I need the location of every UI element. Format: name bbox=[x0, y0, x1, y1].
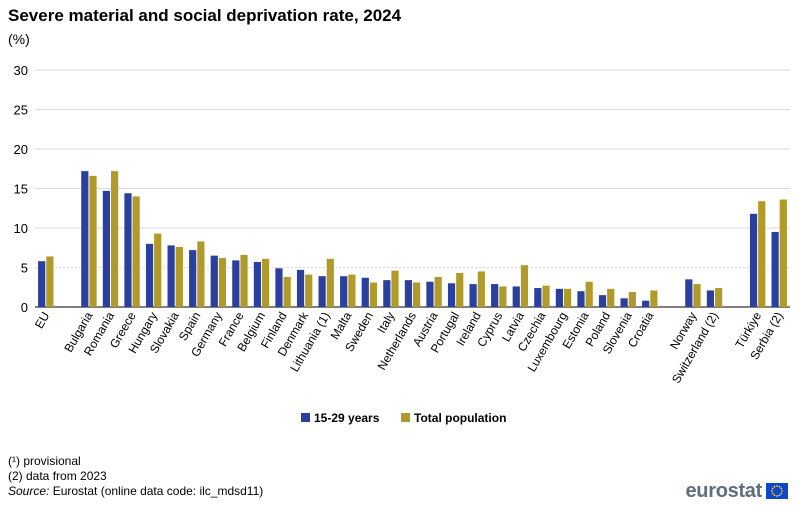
legend: 15-29 years Total population bbox=[301, 411, 506, 425]
bar-total-16[interactable] bbox=[413, 282, 421, 307]
bar-total-3[interactable] bbox=[132, 196, 140, 307]
bar-total-26[interactable] bbox=[628, 291, 636, 307]
bar-15-29-14[interactable] bbox=[361, 277, 369, 307]
bar-chart: 0 5 10 15 20 25 30 EU BulgariaRomaniaGreeceHung… bbox=[14, 63, 790, 425]
source-label: Source: bbox=[8, 484, 50, 498]
bar-15-29-26[interactable] bbox=[620, 298, 628, 307]
bar-15-29-2[interactable] bbox=[102, 190, 110, 307]
bar-15-29-6[interactable] bbox=[189, 250, 197, 307]
bar-total-11[interactable] bbox=[305, 274, 313, 307]
legend-label[interactable]: 15-29 years bbox=[314, 411, 380, 425]
bar-15-29-25[interactable] bbox=[598, 295, 607, 307]
bar-total-15[interactable] bbox=[391, 270, 399, 307]
bar-total-9[interactable] bbox=[262, 258, 270, 307]
bar-total-19[interactable] bbox=[477, 271, 485, 307]
source-text: Eurostat (online data code: ilc_mdsd11) bbox=[49, 484, 264, 498]
bar-15-29-15[interactable] bbox=[383, 280, 391, 307]
bar-15-29-10[interactable] bbox=[275, 268, 283, 307]
bar-15-29-22[interactable] bbox=[534, 288, 542, 307]
bar-total-4[interactable] bbox=[154, 233, 162, 307]
bar-total-21[interactable] bbox=[520, 265, 529, 307]
footnote-2023: (2) data from 2023 bbox=[8, 469, 107, 483]
bar-total-31[interactable] bbox=[779, 199, 787, 307]
x-tick-label: EU bbox=[32, 310, 52, 331]
bar-total-2[interactable] bbox=[111, 171, 119, 307]
y-tick-label: 30 bbox=[14, 63, 28, 78]
bar-15-29-28[interactable] bbox=[685, 279, 693, 307]
bar-total-8[interactable] bbox=[240, 254, 248, 307]
footnotes: (¹) provisional (2) data from 2023 Sourc… bbox=[8, 454, 263, 499]
bar-15-29-19[interactable] bbox=[469, 284, 477, 307]
bar-15-29-5[interactable] bbox=[167, 245, 175, 307]
bar-total-6[interactable] bbox=[197, 241, 205, 307]
bar-total-17[interactable] bbox=[434, 276, 442, 307]
bar-total-13[interactable] bbox=[348, 274, 356, 307]
bar-15-29-1[interactable] bbox=[81, 171, 89, 307]
footnote-provisional: (¹) provisional bbox=[8, 454, 81, 468]
bar-15-29-30[interactable] bbox=[749, 213, 758, 307]
bar-15-29-24[interactable] bbox=[577, 291, 585, 307]
y-axis-tick-labels: 0 5 10 15 20 25 30 bbox=[14, 63, 28, 315]
bar-total-27[interactable] bbox=[650, 290, 658, 307]
bar-total-25[interactable] bbox=[607, 288, 615, 307]
bar-15-29-23[interactable] bbox=[555, 288, 563, 307]
unit-label: (%) bbox=[8, 31, 30, 47]
legend-swatch bbox=[301, 413, 310, 422]
bar-total-14[interactable] bbox=[369, 282, 378, 307]
bar-15-29-16[interactable] bbox=[404, 280, 412, 307]
y-tick-label: 25 bbox=[14, 103, 28, 118]
y-tick-label: 0 bbox=[21, 300, 28, 315]
bar-total-18[interactable] bbox=[456, 273, 464, 307]
bar-total-7[interactable] bbox=[218, 258, 227, 307]
bar-15-29-29[interactable] bbox=[706, 290, 714, 307]
bar-15-29-0[interactable] bbox=[38, 261, 46, 307]
bar-total-22[interactable] bbox=[542, 285, 550, 307]
bar-15-29-11[interactable] bbox=[296, 269, 305, 307]
chart-title: Severe material and social deprivation r… bbox=[8, 6, 402, 25]
bar-15-29-7[interactable] bbox=[210, 255, 218, 307]
eurostat-logo-text: eurostat bbox=[685, 479, 762, 502]
y-tick-label: 10 bbox=[14, 221, 28, 236]
y-tick-label: 15 bbox=[14, 182, 28, 197]
bar-total-23[interactable] bbox=[564, 288, 572, 307]
bar-15-29-18[interactable] bbox=[447, 283, 456, 307]
y-tick-label: 5 bbox=[21, 261, 28, 276]
bar-total-24[interactable] bbox=[585, 281, 593, 307]
bar-15-29-9[interactable] bbox=[253, 261, 261, 307]
bar-15-29-31[interactable] bbox=[771, 231, 779, 307]
bar-15-29-17[interactable] bbox=[426, 281, 434, 307]
bar-total-29[interactable] bbox=[715, 288, 723, 307]
legend-swatch bbox=[401, 413, 410, 422]
eu-flag-icon bbox=[766, 483, 788, 499]
bar-15-29-13[interactable] bbox=[340, 276, 348, 307]
bar-total-12[interactable] bbox=[326, 258, 334, 307]
bar-total-0[interactable] bbox=[46, 256, 54, 307]
legend-label[interactable]: Total population bbox=[414, 411, 506, 425]
x-axis-tick-labels: EU BulgariaRomaniaGreeceHungarySlovakiaSp… bbox=[32, 309, 786, 386]
bar-total-20[interactable] bbox=[499, 286, 507, 307]
bars bbox=[38, 171, 787, 307]
bar-15-29-8[interactable] bbox=[232, 260, 240, 307]
bar-total-10[interactable] bbox=[283, 276, 291, 307]
bar-15-29-3[interactable] bbox=[124, 193, 132, 307]
y-tick-label: 20 bbox=[14, 142, 28, 157]
bar-15-29-4[interactable] bbox=[145, 243, 154, 307]
bar-15-29-20[interactable] bbox=[491, 284, 499, 307]
bar-total-1[interactable] bbox=[89, 175, 97, 307]
eurostat-logo[interactable]: eurostat bbox=[685, 480, 788, 502]
bar-15-29-27[interactable] bbox=[642, 300, 650, 307]
bar-total-30[interactable] bbox=[758, 201, 766, 307]
bar-15-29-12[interactable] bbox=[318, 276, 326, 307]
source-line: Source: Eurostat (online data code: ilc_… bbox=[8, 484, 263, 499]
bar-total-28[interactable] bbox=[693, 284, 701, 307]
bar-15-29-21[interactable] bbox=[512, 286, 520, 307]
bar-total-5[interactable] bbox=[175, 246, 183, 307]
